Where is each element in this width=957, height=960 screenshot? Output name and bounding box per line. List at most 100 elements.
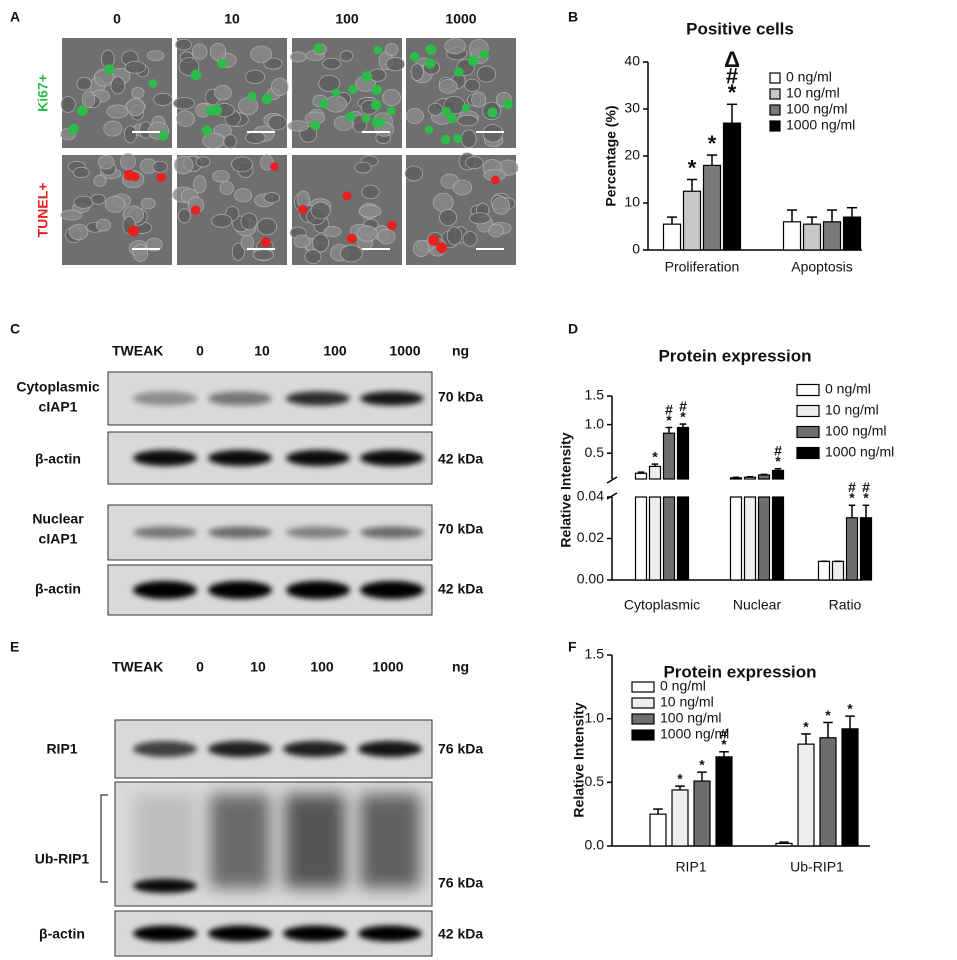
column-label: 10 (224, 11, 240, 27)
cell-outline (460, 129, 477, 149)
cell-outline (471, 91, 487, 108)
blot-strip (114, 719, 433, 779)
cell-outline (465, 156, 484, 170)
cell-outline (310, 201, 331, 220)
stained-nucleus (424, 125, 434, 134)
y-tick-label: 0.5 (585, 444, 605, 460)
bar (682, 190, 702, 251)
bar-lower (757, 496, 771, 581)
bar (702, 164, 722, 251)
stained-nucleus (425, 44, 437, 56)
significance-mark: Δ (724, 47, 740, 72)
band (358, 925, 422, 942)
x-tick-label: Nuclear (733, 597, 782, 613)
legend-label: 0 ng/ml (825, 381, 871, 397)
bar (817, 560, 831, 581)
y-tick-label: 10 (624, 194, 640, 210)
bar (693, 780, 711, 847)
cell-outline (304, 249, 322, 265)
blot-strip (107, 371, 433, 426)
blot-header: TWEAK (112, 343, 163, 359)
cell-outline (223, 134, 237, 149)
stained-nucleus (361, 114, 371, 123)
significance-mark: * (666, 412, 672, 428)
cell-outline (106, 104, 129, 119)
cell-outline (212, 170, 230, 183)
band (360, 391, 424, 406)
significance-mark: * (847, 701, 853, 717)
band (286, 450, 350, 466)
blot-row-label: RIP1 (46, 741, 77, 757)
cell-outline (140, 197, 156, 210)
legend-swatch (631, 681, 655, 693)
stained-nucleus (409, 51, 420, 62)
significance-mark: * (803, 718, 809, 734)
bar-lower (743, 496, 757, 581)
band (133, 450, 197, 466)
stained-nucleus (104, 64, 115, 75)
lane-label: 100 (310, 659, 334, 675)
unit-label: ng (452, 343, 469, 359)
x-tick-label: Ub-RIP1 (790, 859, 844, 875)
legend-label: 1000 ng/ml (786, 117, 855, 133)
legend-swatch (769, 104, 781, 116)
bar (662, 432, 676, 480)
x-tick-label: RIP1 (675, 859, 706, 875)
stained-nucleus (461, 103, 471, 113)
bar-lower (676, 496, 690, 581)
cell-outline (432, 192, 454, 212)
legend-swatch (631, 713, 655, 725)
stained-nucleus (371, 99, 382, 111)
panel-label: A (10, 9, 20, 25)
legend-swatch (796, 404, 820, 418)
cell-outline (404, 165, 424, 182)
bar-lower (662, 496, 676, 581)
significance-mark: # (848, 479, 856, 495)
blot-row-label: β-actin (39, 926, 85, 942)
cell-outline (260, 154, 274, 171)
band (286, 581, 350, 599)
cell-outline (385, 57, 405, 72)
column-label: 0 (113, 11, 121, 27)
lane-label: 1000 (372, 659, 403, 675)
row-label: TUNEL+ (35, 183, 51, 238)
cell-outline (178, 208, 191, 224)
cell-outline (68, 223, 89, 241)
cell-outline (293, 234, 311, 249)
bar (757, 474, 771, 480)
micrograph (60, 153, 172, 265)
significance-mark: # (679, 398, 687, 414)
cell-outline (131, 86, 145, 99)
significance-mark: # (774, 443, 782, 459)
stained-nucleus (371, 84, 382, 96)
stained-nucleus (342, 191, 352, 201)
legend-label: 0 ng/ml (660, 678, 706, 694)
axis-break (606, 476, 618, 484)
cell-outline (492, 196, 510, 215)
bar (802, 223, 822, 251)
stained-nucleus (386, 106, 396, 116)
y-tick-label: 30 (624, 100, 640, 116)
cell-outline (244, 69, 266, 84)
cell-outline (145, 237, 163, 252)
significance-mark: * (677, 771, 683, 787)
legend-swatch (769, 72, 781, 84)
smear (360, 794, 420, 888)
bar (831, 560, 845, 581)
bar-lower (771, 496, 785, 581)
lane-label: 0 (196, 659, 204, 675)
cell-outline (256, 217, 278, 236)
y-tick-label: 0.0 (585, 837, 605, 853)
significance-mark: # (862, 479, 870, 495)
cell-outline (173, 155, 194, 175)
cell-outline (263, 57, 283, 70)
cell-outline (90, 193, 106, 205)
legend-swatch (796, 383, 820, 397)
stained-nucleus (345, 111, 356, 122)
panel-label: F (568, 639, 577, 655)
cell-outline (146, 50, 165, 62)
band (208, 526, 272, 539)
band (286, 526, 350, 539)
cell-outline (252, 249, 275, 261)
stained-nucleus (190, 69, 202, 81)
